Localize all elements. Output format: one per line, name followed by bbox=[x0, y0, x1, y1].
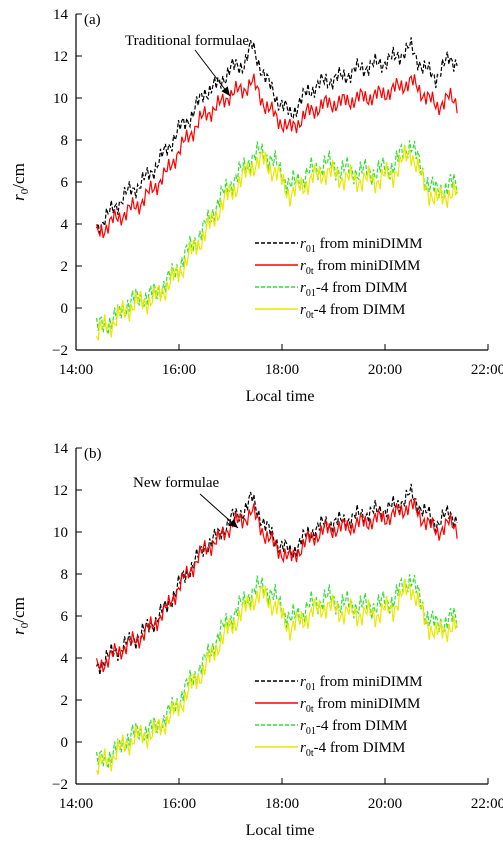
y-axis-label: r0/cm bbox=[9, 163, 31, 201]
y-tick-label: 6 bbox=[61, 609, 69, 625]
y-tick-label: −2 bbox=[52, 343, 68, 359]
annotation-text: New formulae bbox=[133, 475, 220, 491]
x-tick-label: 14:00 bbox=[59, 362, 93, 378]
x-tick-label: 20:00 bbox=[368, 796, 402, 812]
y-tick-label: 10 bbox=[53, 525, 68, 541]
y-tick-label: 4 bbox=[61, 651, 69, 667]
y-tick-label: 8 bbox=[61, 133, 69, 149]
x-axis-label: Local time bbox=[246, 822, 315, 839]
x-tick-label: 14:00 bbox=[59, 796, 93, 812]
annotation-arrowhead bbox=[228, 519, 238, 528]
series-line bbox=[96, 73, 458, 239]
series-line bbox=[96, 498, 458, 673]
y-tick-label: 0 bbox=[61, 301, 69, 317]
y-tick-label: 6 bbox=[61, 175, 69, 191]
series-line bbox=[96, 37, 458, 236]
legend-entry: r0t-4 from DIMM bbox=[300, 302, 405, 321]
annotation-arrow bbox=[194, 49, 231, 97]
y-tick-label: 0 bbox=[61, 735, 69, 751]
legend-entry: r0t from miniDIMM bbox=[300, 696, 420, 715]
x-tick-label: 16:00 bbox=[162, 362, 196, 378]
y-tick-label: 12 bbox=[53, 49, 68, 65]
y-axis-label: r0/cm bbox=[9, 597, 31, 635]
x-axis-label: Local time bbox=[246, 388, 315, 405]
legend-entry: r01-4 from DIMM bbox=[300, 718, 408, 737]
y-tick-label: 14 bbox=[53, 7, 69, 23]
series-line bbox=[96, 140, 458, 335]
legend-entry: r01 from miniDIMM bbox=[300, 236, 423, 255]
series-line bbox=[96, 145, 458, 341]
legend-entry: r0t-4 from DIMM bbox=[300, 740, 405, 759]
x-tick-label: 20:00 bbox=[368, 362, 402, 378]
annotation-arrowhead bbox=[221, 86, 230, 96]
y-tick-label: 2 bbox=[61, 259, 69, 275]
series-line bbox=[96, 579, 458, 775]
y-tick-label: 14 bbox=[53, 441, 69, 457]
panel-label: (a) bbox=[84, 12, 101, 28]
y-tick-label: −2 bbox=[52, 777, 68, 793]
x-tick-label: 18:00 bbox=[265, 796, 299, 812]
annotation-text: Traditional formulae bbox=[125, 33, 249, 49]
y-tick-label: 10 bbox=[53, 91, 68, 107]
legend-entry: r0t from miniDIMM bbox=[300, 258, 420, 277]
y-tick-label: 12 bbox=[53, 483, 68, 499]
x-tick-label: 22:00 bbox=[471, 362, 503, 378]
x-tick-label: 18:00 bbox=[265, 362, 299, 378]
series-line bbox=[96, 483, 458, 675]
x-tick-label: 16:00 bbox=[162, 796, 196, 812]
series-line bbox=[96, 574, 458, 769]
y-tick-label: 2 bbox=[61, 693, 69, 709]
x-tick-label: 22:00 bbox=[471, 796, 503, 812]
panel-label: (b) bbox=[84, 446, 102, 462]
legend-entry: r01-4 from DIMM bbox=[300, 280, 408, 299]
y-tick-label: 4 bbox=[61, 217, 69, 233]
y-tick-label: 8 bbox=[61, 567, 69, 583]
legend-entry: r01 from miniDIMM bbox=[300, 674, 423, 693]
